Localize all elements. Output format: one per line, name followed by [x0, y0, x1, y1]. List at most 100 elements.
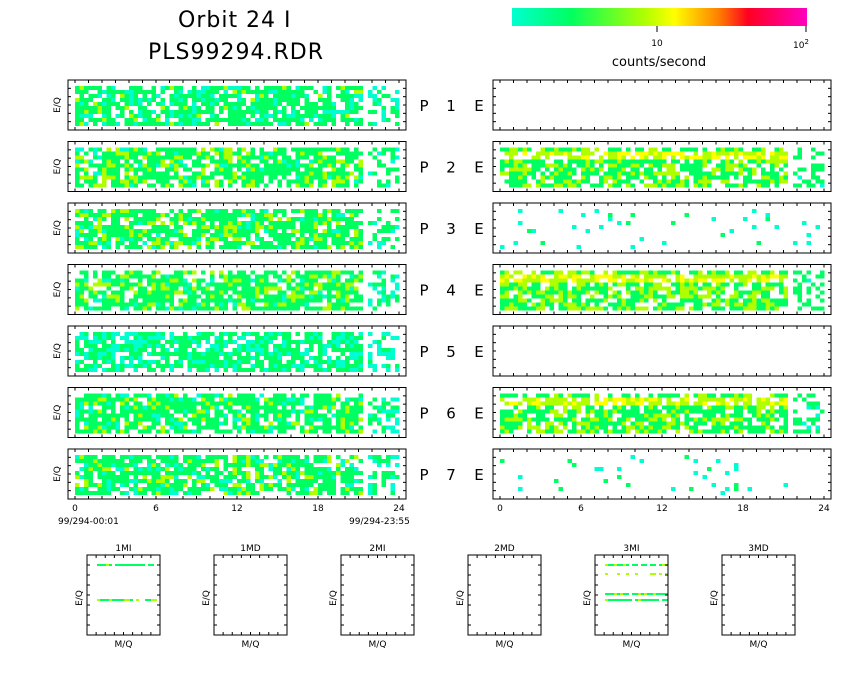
- heatmap-cell: [169, 159, 174, 164]
- heatmap-cell: [675, 270, 680, 275]
- heatmap-cell: [644, 306, 649, 311]
- heatmap-cell: [594, 167, 599, 172]
- heatmap-cell: [390, 225, 395, 229]
- heatmap-cell: [97, 282, 102, 287]
- heatmap-cell: [336, 294, 341, 299]
- heatmap-cell: [75, 102, 80, 106]
- heatmap-cell: [621, 159, 626, 164]
- heatmap-cell: [214, 336, 219, 340]
- heatmap-cell: [259, 245, 264, 249]
- heatmap-cell: [295, 344, 300, 348]
- heatmap-cell: [725, 298, 730, 303]
- heatmap-cell: [590, 163, 595, 168]
- heatmap-cell: [196, 302, 201, 307]
- heatmap-cell: [644, 171, 649, 176]
- heatmap-cell: [743, 302, 748, 307]
- heatmap-cell: [738, 151, 743, 156]
- heatmap-cell: [617, 159, 622, 164]
- heatmap-cell: [395, 114, 400, 118]
- heatmap-cell: [228, 159, 233, 164]
- heatmap-cell: [97, 229, 102, 233]
- heatmap-cell: [300, 401, 305, 406]
- heatmap-cell: [639, 397, 644, 402]
- heatmap-cell: [286, 98, 291, 102]
- heatmap-cell: [304, 213, 309, 217]
- heatmap-cell: [178, 106, 183, 110]
- heatmap-cell: [268, 217, 273, 221]
- heatmap-cell: [358, 393, 363, 398]
- heatmap-cell: [313, 241, 318, 245]
- heatmap-cell: [291, 360, 296, 364]
- heatmap-cell: [558, 397, 563, 402]
- heatmap-cell: [160, 302, 165, 307]
- heatmap-cell: [151, 209, 156, 213]
- heatmap-cell: [129, 147, 134, 152]
- heatmap-cell: [120, 298, 125, 303]
- heatmap-cell: [395, 122, 400, 126]
- heatmap-cell: [223, 401, 228, 406]
- heatmap-cell: [336, 282, 341, 287]
- heatmap-cell: [219, 167, 224, 172]
- heatmap-cell: [684, 155, 689, 160]
- heatmap-cell: [662, 286, 667, 291]
- heatmap-cell: [223, 106, 228, 110]
- heatmap-cell: [527, 278, 532, 283]
- heatmap-cell: [120, 409, 125, 414]
- heatmap-cell: [142, 332, 147, 336]
- heatmap-cell: [75, 352, 80, 356]
- heatmap-cell: [752, 290, 757, 295]
- heatmap-cell: [237, 122, 242, 126]
- heatmap-cell: [381, 298, 386, 303]
- heatmap-cell: [210, 348, 215, 352]
- heatmap-cell: [88, 209, 93, 213]
- heatmap-cell: [576, 274, 581, 279]
- heatmap-cell: [734, 286, 739, 291]
- heatmap-cell: [372, 98, 377, 102]
- heatmap-cell: [563, 298, 568, 303]
- heatmap-cell: [286, 364, 291, 368]
- heatmap-cell: [340, 167, 345, 172]
- heatmap-cell: [806, 278, 811, 283]
- heatmap-cell: [300, 233, 305, 237]
- heatmap-cell: [273, 171, 278, 176]
- heatmap-cell: [205, 294, 210, 299]
- heatmap-cell: [377, 102, 382, 106]
- heatmap-cell: [756, 241, 761, 245]
- heatmap-cell: [336, 221, 341, 225]
- heatmap-cell: [684, 163, 689, 168]
- heatmap-cell: [79, 94, 84, 98]
- heatmap-cell: [336, 175, 341, 180]
- heatmap-cell: [201, 217, 206, 221]
- heatmap-cell: [644, 167, 649, 172]
- heatmap-cell: [151, 270, 156, 275]
- heatmap-cell: [201, 155, 206, 160]
- row-label-index: 2: [446, 159, 456, 177]
- heatmap-cell: [246, 229, 251, 233]
- heatmap-cell: [806, 179, 811, 184]
- heatmap-cell: [518, 221, 523, 225]
- heatmap-cell: [300, 90, 305, 94]
- heatmap-cell: [594, 286, 599, 291]
- heatmap-cell: [720, 270, 725, 275]
- heatmap-cell: [75, 106, 80, 110]
- heatmap-cell: [147, 306, 152, 311]
- heatmap-cell: [228, 106, 233, 110]
- heatmap-cell: [349, 336, 354, 340]
- heatmap-cell: [241, 306, 246, 311]
- heatmap-cell: [178, 409, 183, 414]
- heatmap-cell: [210, 221, 215, 225]
- heatmap-cell: [228, 332, 233, 336]
- heatmap-cell: [111, 409, 116, 414]
- heatmap-cell: [264, 209, 269, 213]
- heatmap-cell: [567, 302, 572, 307]
- heatmap-cell: [313, 356, 318, 360]
- heatmap-cell: [187, 417, 192, 422]
- heatmap-cell: [648, 393, 653, 398]
- heatmap-cell: [201, 175, 206, 180]
- heatmap-cell: [246, 306, 251, 311]
- heatmap-cell: [93, 225, 98, 229]
- heatmap-cell: [381, 237, 386, 241]
- heatmap-cell: [368, 332, 373, 336]
- heatmap-cell: [282, 278, 287, 283]
- heatmap-cell: [160, 163, 165, 168]
